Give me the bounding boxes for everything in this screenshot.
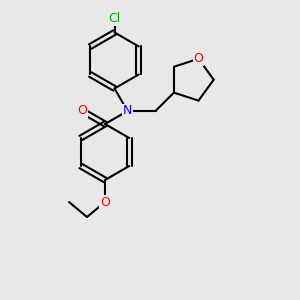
Text: N: N: [123, 104, 132, 118]
Text: O: O: [77, 104, 87, 118]
Text: O: O: [100, 196, 110, 208]
Text: Cl: Cl: [108, 12, 121, 25]
Text: O: O: [194, 52, 203, 65]
